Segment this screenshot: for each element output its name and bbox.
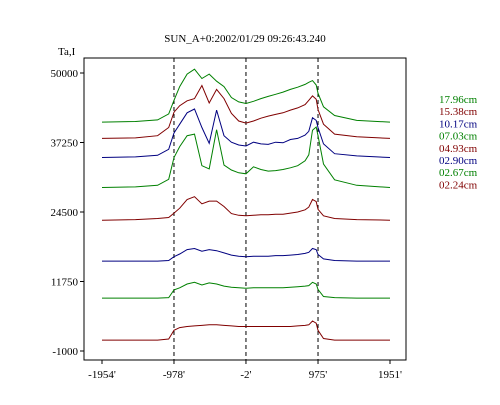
- x-tick-label: -2': [240, 369, 251, 381]
- legend-entry: 07.03cm: [439, 131, 478, 143]
- series-line: [101, 84, 391, 139]
- x-tick-label: -978': [163, 369, 185, 381]
- y-tick-label: 24500: [51, 207, 79, 219]
- legend-entry: 10.17cm: [439, 118, 478, 130]
- legend-entry: 15.38cm: [439, 106, 478, 118]
- series-line: [101, 126, 391, 188]
- y-tick-label: -1000: [52, 346, 78, 358]
- legend-entry: 02.90cm: [439, 155, 478, 167]
- series-line: [102, 247, 390, 262]
- legend-entry: 02.67cm: [439, 167, 478, 179]
- chart-title: SUN_A+0:2002/01/29 09:26:43.240: [164, 33, 326, 45]
- series-line: [101, 196, 391, 221]
- series-line: [102, 320, 390, 341]
- series-line: [101, 108, 391, 158]
- x-tick-label: 1951': [378, 369, 402, 381]
- legend-entry: 02.24cm: [439, 179, 478, 191]
- x-tick-label: -1954': [88, 369, 116, 381]
- y-tick-label: 37250: [51, 138, 79, 150]
- series-lines: [101, 68, 391, 341]
- series-line: [102, 281, 390, 299]
- x-tick-label: 975': [309, 369, 328, 381]
- legend: 17.96cm15.38cm10.17cm07.03cm04.93cm02.90…: [439, 94, 478, 191]
- y-tick-label: 50000: [51, 68, 79, 80]
- series-line: [101, 68, 391, 123]
- axis-ticks: 50000 37250 24500 11750 -1000 -1954' -978' -2' 9…: [51, 68, 403, 381]
- y-axis-label: Ta,I: [58, 46, 76, 58]
- y-tick-label: 11750: [51, 277, 79, 289]
- legend-entry: 17.96cm: [439, 94, 478, 106]
- plot-frame: [83, 57, 407, 361]
- legend-entry: 04.93cm: [439, 143, 478, 155]
